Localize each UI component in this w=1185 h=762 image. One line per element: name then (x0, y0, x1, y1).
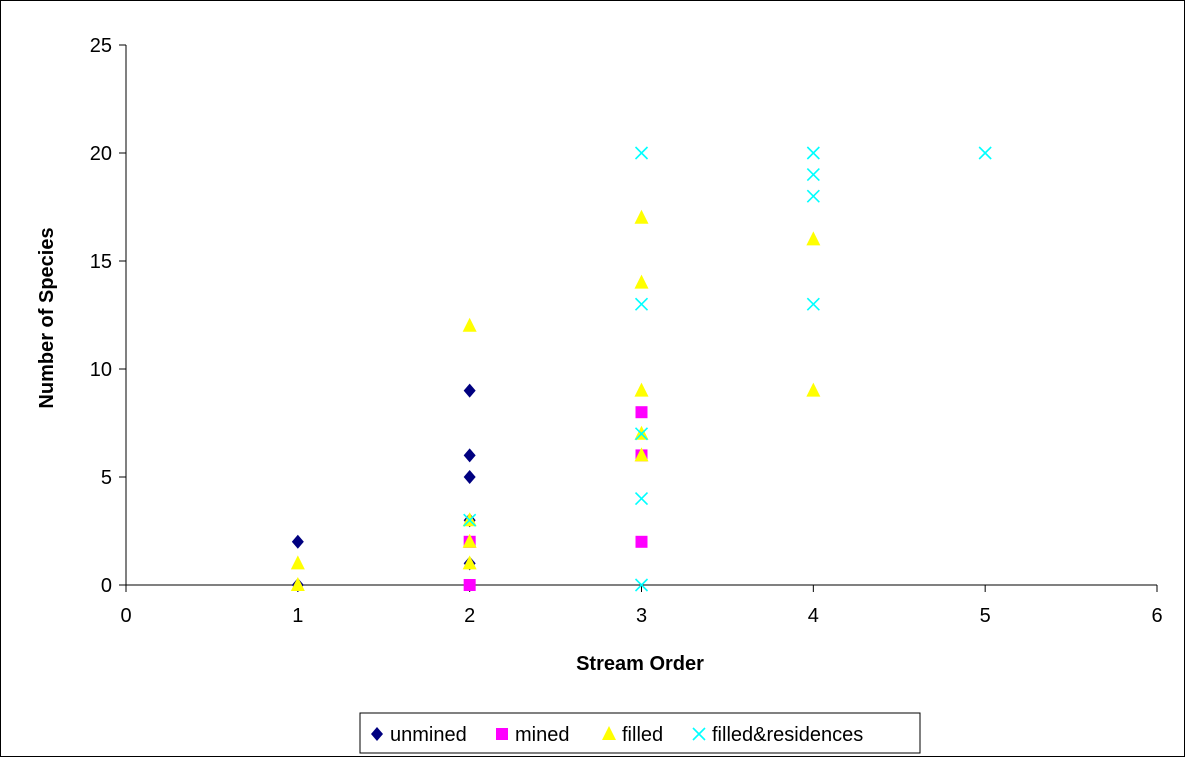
data-points (290, 146, 992, 592)
triangle-point (290, 577, 305, 591)
triangle-point (806, 382, 821, 397)
square-point (463, 579, 476, 591)
triangle-point (634, 274, 649, 289)
triangle-point (462, 533, 477, 548)
legend-box (359, 712, 921, 754)
triangle-point (634, 209, 649, 224)
triangle-point (634, 447, 649, 462)
legend-label: unmined (390, 724, 467, 746)
x-tick-label: 4 (808, 605, 819, 627)
diamond-point (463, 383, 476, 398)
x-point (634, 427, 649, 441)
triangle-point (290, 555, 305, 570)
triangle-point (806, 231, 821, 246)
x-point (634, 578, 649, 592)
x-point (463, 513, 477, 527)
y-axis-label: Number of Species (36, 227, 58, 408)
y-tick-label: 25 (90, 35, 112, 57)
x-tick-label: 2 (464, 605, 475, 627)
triangle-point (462, 317, 477, 332)
legend-x-icon (692, 727, 706, 741)
legend-square-icon (496, 728, 508, 740)
y-tick-label: 5 (101, 467, 112, 489)
x-point (806, 297, 820, 311)
x-point (634, 492, 649, 506)
y-tick-label: 0 (101, 575, 112, 597)
x-axis-label: Stream Order (576, 653, 704, 675)
diamond-point (291, 534, 304, 549)
square-point (635, 535, 648, 548)
x-point (634, 297, 649, 311)
legend: unmined mined filled filled&residences (359, 712, 921, 754)
x-point (806, 189, 820, 203)
legend-diamond-icon (371, 727, 383, 741)
x-tick-label: 6 (1151, 605, 1162, 627)
diamond-point (463, 470, 476, 484)
series-filled (290, 209, 821, 591)
x-point (978, 146, 992, 160)
y-tick-label: 10 (90, 359, 112, 381)
triangle-point (462, 555, 477, 570)
x-point (806, 146, 820, 160)
legend-label: mined (515, 724, 569, 746)
triangle-point (634, 382, 649, 397)
x-tick-label: 5 (980, 605, 991, 627)
y-tick-label: 15 (90, 251, 112, 273)
legend-label: filled&residences (712, 724, 863, 746)
x-tick-label: 0 (120, 605, 131, 627)
series-filled-residences (463, 146, 992, 592)
diamond-point (463, 448, 476, 463)
y-tick-label: 20 (90, 143, 112, 165)
x-point (634, 146, 649, 160)
square-point (635, 406, 648, 419)
x-tick-label: 3 (636, 605, 647, 627)
legend-label: filled (622, 724, 663, 746)
x-point (806, 168, 820, 182)
legend-triangle-icon (602, 726, 616, 740)
x-tick-label: 1 (292, 605, 303, 627)
axes: 0 5 10 15 20 25 0 1 2 3 4 5 6 (90, 35, 1163, 627)
